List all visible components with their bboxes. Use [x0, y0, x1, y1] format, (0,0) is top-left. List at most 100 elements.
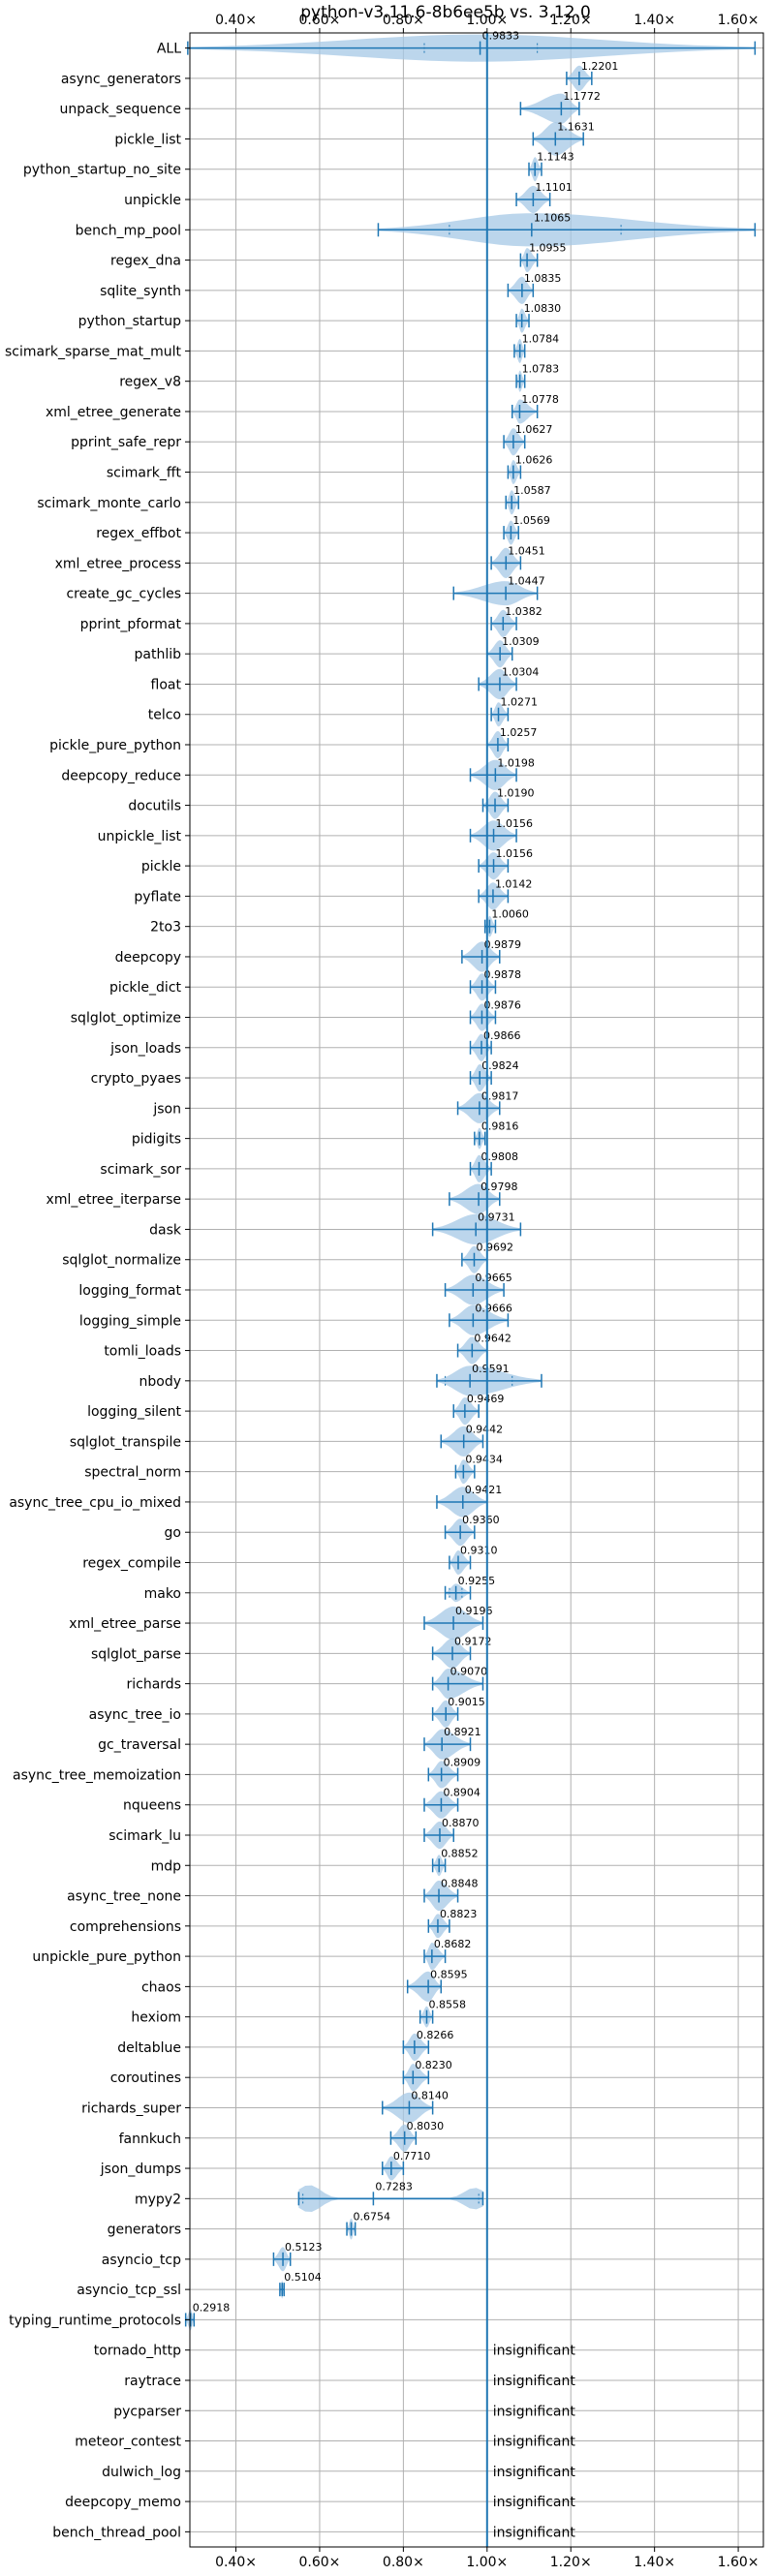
benchmark-label: float: [151, 677, 182, 692]
benchmark-label: logging_simple: [79, 1313, 181, 1329]
benchmark-label: regex_compile: [82, 1555, 181, 1571]
value-label: 1.0190: [497, 787, 535, 800]
violin-sqlglot_normalize: [461, 1245, 488, 1273]
value-label: 0.9421: [465, 1484, 502, 1496]
benchmark-label: deepcopy_reduce: [61, 768, 181, 783]
violin-regex_dna: [519, 248, 539, 273]
value-label: 1.0156: [496, 817, 534, 830]
benchmark-label: crypto_pyaes: [91, 1071, 181, 1087]
x-tick-label-top: 0.80×: [383, 13, 424, 28]
violin-json_dumps: [382, 2156, 405, 2181]
benchmark-label: hexiom: [131, 2010, 181, 2026]
benchmark-label: async_tree_cpu_io_mixed: [9, 1495, 181, 1511]
value-label: 1.1065: [534, 211, 572, 224]
benchmark-label: scimark_sparse_mat_mult: [5, 344, 181, 359]
violin-mdp: [431, 1855, 447, 1877]
value-label: 0.8921: [444, 1726, 481, 1738]
benchmark-label: async_tree_memoization: [13, 1767, 181, 1783]
benchmark-label: richards: [127, 1677, 182, 1693]
x-tick-label-top: 1.60×: [718, 13, 760, 28]
benchmark-label: unpickle_list: [98, 829, 182, 844]
x-tick-label-bottom: 1.40×: [634, 2555, 675, 2570]
benchmark-label: spectral_norm: [84, 1465, 181, 1481]
x-tick-label-bottom: 0.80×: [383, 2555, 424, 2570]
benchmark-label: pycparser: [113, 2404, 181, 2419]
value-label: 1.0627: [515, 423, 553, 436]
violin-scimark_lu: [423, 1821, 454, 1850]
value-label: 0.9015: [448, 1696, 485, 1708]
value-label: 0.9665: [475, 1272, 512, 1284]
value-label: 1.0587: [513, 484, 551, 497]
violin-async_tree_io: [431, 1700, 459, 1728]
value-label: 0.8266: [417, 2029, 454, 2041]
value-label: 0.8682: [434, 1938, 472, 1950]
value-label: 0.9434: [465, 1454, 502, 1466]
benchmark-label: xml_etree_generate: [46, 405, 181, 420]
violin-asyncio_tcp_ssl: [279, 2280, 285, 2299]
violin-sqlglot_transpile: [440, 1426, 484, 1457]
benchmark-label: generators: [108, 2223, 181, 2238]
violin-mypy2: [297, 2185, 484, 2212]
value-label: 0.9692: [476, 1242, 513, 1254]
x-tick-label-bottom: 1.20×: [550, 2555, 592, 2570]
violin-scimark_fft: [507, 460, 522, 484]
violin-unpack_sequence: [519, 93, 580, 124]
violin-xml_etree_parse: [423, 1606, 484, 1641]
value-label: 1.0257: [500, 726, 538, 739]
benchmark-label: deepcopy_memo: [65, 2495, 181, 2510]
insignificant-label: insignificant: [493, 2465, 576, 2480]
benchmark-label: sqlglot_transpile: [70, 1434, 181, 1450]
benchmark-label: scimark_monte_carlo: [37, 496, 181, 511]
value-label: 1.0451: [508, 544, 545, 557]
value-label: 0.8595: [430, 1968, 468, 1980]
value-label: 1.0830: [524, 302, 562, 315]
benchmark-label: pickle: [141, 859, 181, 874]
violin-dask: [431, 1213, 522, 1245]
violin-scimark_sparse_mat_mult: [513, 338, 526, 363]
value-label: 1.0778: [521, 393, 559, 406]
benchmark-label: fannkuch: [119, 2131, 181, 2147]
value-label: 0.9442: [466, 1423, 504, 1435]
benchmark-label: dask: [149, 1222, 182, 1238]
benchmark-label: ALL: [157, 42, 181, 57]
benchmark-label: scimark_sor: [100, 1162, 181, 1178]
benchmark-label: gc_traversal: [98, 1737, 181, 1753]
value-label: 0.5104: [284, 2271, 322, 2284]
value-label: 0.8030: [407, 2120, 445, 2132]
violin-pidigits: [474, 1127, 486, 1150]
benchmark-label: tomli_loads: [104, 1344, 181, 1360]
violin-comprehensions: [427, 1914, 450, 1939]
insignificant-label: insignificant: [493, 2404, 576, 2419]
violin-coroutines: [402, 2064, 430, 2092]
benchmark-label: deltablue: [117, 2040, 181, 2056]
value-label: 1.0447: [508, 575, 545, 588]
benchmark-label: pickle_dict: [109, 980, 182, 996]
value-label: 1.0783: [522, 363, 560, 376]
benchmark-label: go: [165, 1525, 181, 1541]
insignificant-label: insignificant: [493, 2344, 576, 2359]
benchmark-label: mypy2: [135, 2192, 181, 2207]
benchmark-label: async_tree_io: [89, 1707, 181, 1723]
violin-xml_etree_process: [490, 547, 522, 578]
x-tick-label-bottom: 1.60×: [718, 2555, 760, 2570]
x-tick-label-top: 0.40×: [215, 13, 257, 28]
violin-pickle_dict: [469, 973, 497, 1001]
violin-mako: [444, 1583, 472, 1603]
value-label: 0.9731: [478, 1211, 514, 1223]
benchmark-label: json_loads: [109, 1041, 181, 1057]
x-tick-label-top: 1.00×: [466, 13, 508, 28]
violin-unpickle: [515, 185, 551, 214]
violin-generators: [346, 2218, 356, 2240]
value-label: 0.9879: [484, 938, 522, 951]
benchmark-label: scimark_lu: [108, 1828, 181, 1844]
value-label: 0.8852: [441, 1847, 479, 1859]
violin-deltablue: [402, 2033, 430, 2061]
benchmark-label: pickle_list: [114, 132, 181, 147]
value-label: 1.0142: [495, 877, 533, 890]
value-label: 0.9172: [454, 1635, 492, 1647]
benchmark-label: bench_mp_pool: [76, 223, 181, 238]
value-label: 0.8140: [411, 2089, 449, 2101]
value-label: 0.9817: [481, 1089, 518, 1102]
plot-frame: [189, 32, 764, 2548]
violin-logging_format: [444, 1274, 505, 1305]
